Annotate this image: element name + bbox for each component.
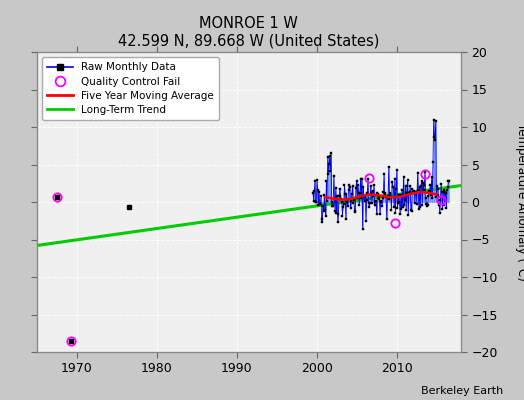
Legend: Raw Monthly Data, Quality Control Fail, Five Year Moving Average, Long-Term Tren: Raw Monthly Data, Quality Control Fail, … (42, 57, 220, 120)
Y-axis label: Temperature Anomaly (°C): Temperature Anomaly (°C) (515, 123, 524, 281)
Title: MONROE 1 W
42.599 N, 89.668 W (United States): MONROE 1 W 42.599 N, 89.668 W (United St… (118, 16, 379, 48)
Text: Berkeley Earth: Berkeley Earth (421, 386, 503, 396)
